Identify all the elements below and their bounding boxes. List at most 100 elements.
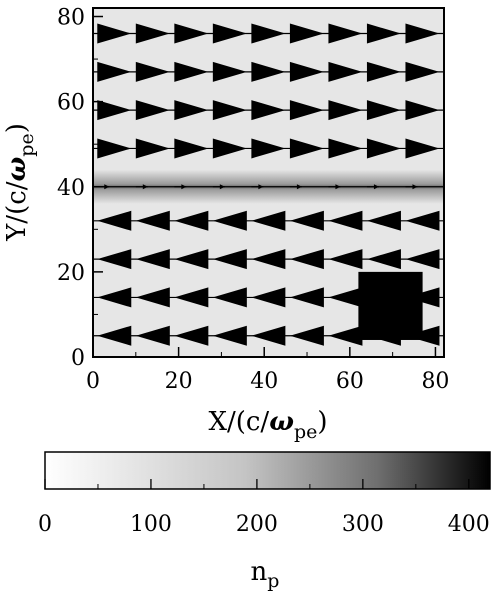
x-tick-label: 40 [250,369,278,394]
colorbar-tick-label: 100 [130,512,172,537]
vector-arrow [97,23,132,44]
vector-arrow [135,100,170,121]
vector-arrow [328,287,363,308]
vector-arrow [289,325,324,346]
colorbar-gradient [44,451,491,490]
vector-arrow [212,100,247,121]
x-tick-label: 0 [86,369,100,394]
vector-arrow [405,210,440,231]
colorbar-ticks: 0 100 200 300 400 [38,479,490,537]
x-tick-label: 60 [336,369,364,394]
vector-arrow [366,210,401,231]
vector-arrow [328,23,363,44]
vector-arrow [366,100,401,121]
y-axis-title: Y/(c/ωpe) [2,123,38,242]
vector-arrow [212,325,247,346]
vector-arrow [296,184,302,190]
vector-arrow [251,61,286,82]
x-axis-title: X/(c/ωpe) [208,407,327,443]
vector-arrow [181,184,187,190]
vector-arrow [258,184,264,190]
y-tick-label: 40 [57,176,85,201]
vector-arrow [174,100,209,121]
vector-arrow [135,138,170,159]
vector-arrow [97,287,132,308]
vector-arrow [135,287,170,308]
vector-arrow [212,287,247,308]
vector-arrow [289,210,324,231]
vector-arrow [328,138,363,159]
y-tick-label: 60 [57,91,85,116]
vector-arrow [328,61,363,82]
vector-arrow [174,287,209,308]
vector-arrow [251,249,286,270]
vector-arrow [251,100,286,121]
vector-arrow [335,184,341,190]
colorbar-label: np [251,557,280,592]
vector-arrow [174,210,209,231]
vector-arrow [328,100,363,121]
vector-arrow [97,61,132,82]
vector-arrow [97,210,132,231]
vector-arrow [366,23,401,44]
vector-arrow [405,100,440,121]
vector-arrow [104,184,110,190]
vector-arrow [289,287,324,308]
vector-arrow [135,210,170,231]
vector-arrow [366,249,401,270]
vector-arrow [289,61,324,82]
vector-arrow [212,23,247,44]
vector-arrow [219,184,225,190]
vector-arrow [251,287,286,308]
vector-arrow [328,325,363,346]
vector-arrow [135,325,170,346]
vector-arrow [174,249,209,270]
vector-arrow [97,138,132,159]
colorbar-tick-label: 300 [342,512,384,537]
vector-arrow [405,138,440,159]
vector-arrow [289,138,324,159]
vector-arrow [289,100,324,121]
x-axis-ticks: 0 20 40 60 80 [86,347,449,394]
vector-arrow [97,249,132,270]
vector-arrow [174,325,209,346]
colorbar-tick-label: 0 [38,512,52,537]
y-tick-label: 0 [71,346,85,371]
vector-arrow [251,210,286,231]
x-tick-label: 80 [421,369,449,394]
x-tick-label: 20 [165,369,193,394]
y-axis-ticks: 0 20 40 60 80 [57,6,103,371]
vector-arrow [97,325,132,346]
vector-arrow [135,61,170,82]
vector-arrow [142,184,148,190]
vector-arrow [405,61,440,82]
vector-arrow [328,249,363,270]
vector-arrow [405,249,440,270]
main-plot: 0 20 40 60 80 0 20 40 60 80 X/(c/ωpe) Y/(c/ωpe) [2,6,449,443]
vector-arrow [174,23,209,44]
vector-arrow [373,184,379,190]
vector-arrow [251,138,286,159]
colorbar-tick-label: 400 [448,512,490,537]
vector-arrow [212,61,247,82]
colorbar-tick-label: 200 [236,512,278,537]
vector-arrow [328,210,363,231]
colorbar: 0 100 200 300 400 np [38,451,491,592]
vector-arrow [366,138,401,159]
vector-arrow [366,61,401,82]
vector-arrow [212,138,247,159]
vector-arrow [212,210,247,231]
plot-frame [92,7,445,358]
vector-arrow [135,249,170,270]
vector-arrow [405,23,440,44]
vector-arrow [251,23,286,44]
dense-block [358,271,423,340]
vector-arrow [135,23,170,44]
y-tick-label: 80 [57,6,85,31]
vector-arrow [174,138,209,159]
vector-arrow [97,100,132,121]
vector-arrow [212,249,247,270]
vector-arrow [251,325,286,346]
vector-field [93,23,444,346]
